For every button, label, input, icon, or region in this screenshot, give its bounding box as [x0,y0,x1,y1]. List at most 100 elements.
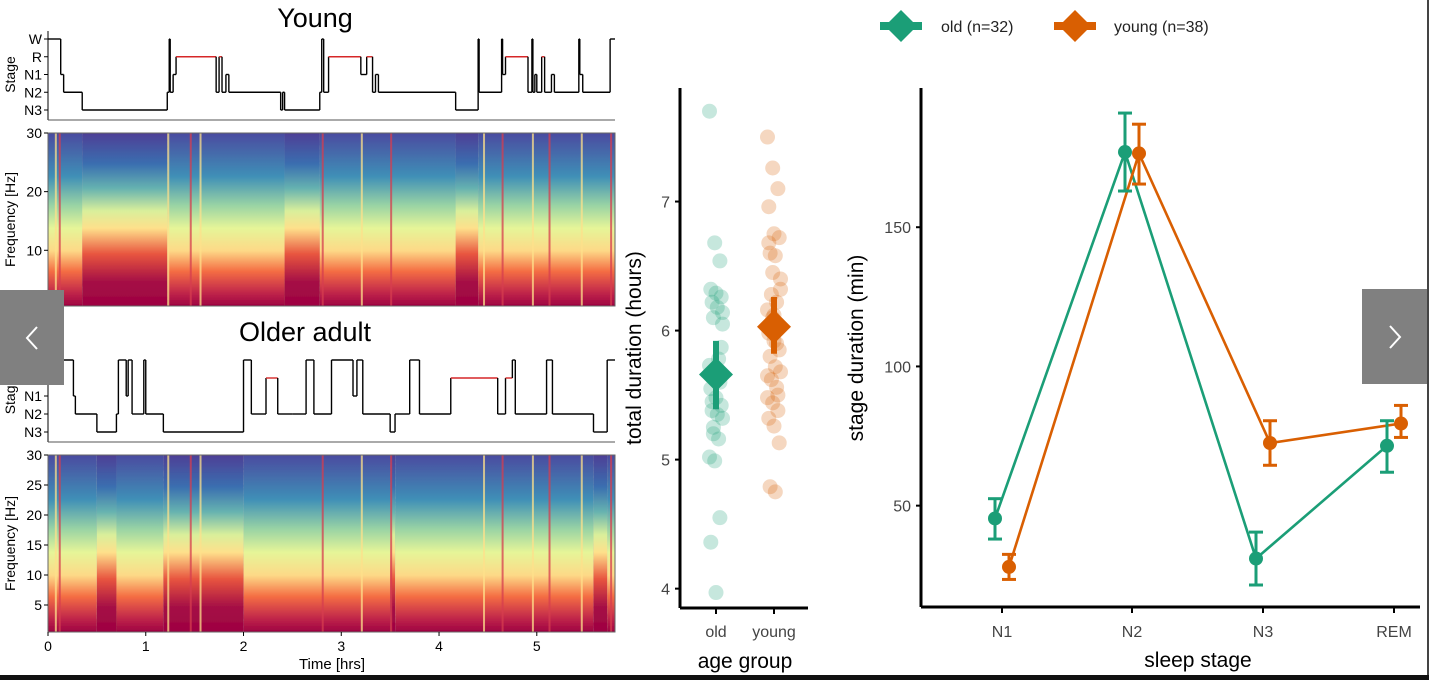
x-tick-label: N2 [1122,624,1143,641]
data-point-young [771,435,787,451]
data-point-young [761,235,777,251]
spectrogram-artifact-stripe [54,133,57,306]
data-point [1002,559,1016,574]
spectrogram-artifact-stripe [531,133,534,306]
data-point-young [765,265,781,281]
legend-key-diamond [885,10,917,42]
y-tick-label: 7 [661,195,670,212]
spectrogram-artifact-stripe [167,133,170,306]
x-tick-label: N3 [1253,624,1274,641]
data-point-young [765,160,781,176]
legend-label: old (n=32) [941,19,1014,36]
data-point-young [770,387,786,403]
spectrogram-artifact-stripe [580,133,583,306]
data-point-young [761,410,777,426]
data-point-old [709,406,725,422]
spectrogram-artifact-stripe [390,133,393,306]
data-point-young [763,372,779,388]
frame-border [1427,0,1429,680]
total-duration-chart: 4 5 6 7 old young age group total duration (hou… [623,88,808,673]
young-spectrogram: 10 20 30 Frequency [Hz] [2,125,616,307]
data-point-old [702,449,717,465]
data-point-old [712,510,728,526]
data-point-old [704,294,720,310]
data-point-young [760,129,775,145]
young-title: Young [277,3,353,33]
data-point-young [773,281,788,297]
time-tick-label: 4 [435,638,443,654]
data-point-old [703,534,719,550]
spectrogram-ylabel: Frequency [Hz] [2,496,18,591]
time-tick-label: 2 [240,638,248,654]
y-tick-label: 150 [884,220,911,237]
data-point-young [767,248,783,264]
spectrogram-image [48,455,615,632]
spectrogram-deep-sleep-band [593,455,608,632]
spectrogram-artifact-stripe [321,133,324,306]
y-axis-title: total duration (hours) [623,251,646,445]
spectrogram-tick-label: 30 [26,125,42,141]
data-point-young [762,245,778,261]
spectrogram-artifact-stripe [501,455,504,632]
previous-slide-button[interactable] [0,290,64,385]
spectrogram-artifact-stripe [199,455,202,632]
chevron-left-icon [25,325,38,350]
stage-duration-chart: 50 100 150 N1 N2 N3 REM sleep stage stage durati… [845,10,1420,672]
data-point-young [761,199,777,215]
chevron-right-icon [1389,324,1402,349]
data-point-old [713,289,729,305]
spectrogram-artifact-stripe [531,455,534,632]
spectrogram-tick-label: 30 [26,447,42,463]
data-point-young [767,484,783,500]
spectrogram-tick-label: 5 [34,597,42,613]
spectrogram-artifact-stripe [580,455,583,632]
spectrogram-artifact-stripe [548,133,551,306]
series-line-young [1007,149,1402,568]
next-slide-button[interactable] [1362,289,1428,384]
data-point-young [760,368,775,384]
spectrogram-artifact-stripe [390,455,393,632]
spectrogram-deep-sleep-band [96,455,117,632]
time-axis: 0 1 2 3 4 5 [44,632,541,654]
data-point [1132,146,1146,161]
spectrogram-artifact-stripe [360,133,363,306]
data-point-young [765,395,781,411]
spectrogram-frame [47,454,616,633]
data-point-old [703,281,719,297]
hypnogram-stage-label: W [29,31,43,47]
x-tick-label: N1 [992,624,1013,641]
spectrogram-artifact-stripe [501,133,504,306]
data-point [1118,145,1132,160]
data-point [1394,416,1408,431]
x-tick-label: young [752,624,796,641]
hypnogram-stage-label: N2 [24,84,42,100]
data-point-old [702,103,717,119]
spectrogram-tick-label: 25 [26,477,42,493]
time-tick-label: 5 [533,638,541,654]
data-point-young [771,230,787,246]
time-axis-label: Time [hrs] [299,656,365,673]
spectrogram-deep-sleep-band [455,133,479,306]
data-point-young [762,479,778,495]
spectrogram-artifact-stripe [58,455,61,632]
x-axis-title: age group [698,650,793,673]
data-point-old [715,410,730,426]
spectrogram-tick-label: 20 [26,184,42,200]
hypnogram-stage-label: R [32,49,42,65]
series-line-old [993,147,1388,561]
y-tick-label: 50 [893,499,911,516]
spectrogram-deep-sleep-band [284,133,320,306]
data-point-young [767,359,783,375]
data-point [1249,551,1263,566]
spectrogram-artifact-stripe [483,455,486,632]
data-point-old [707,235,723,251]
hypnogram-stage-label: N1 [24,388,42,404]
spectrogram-artifact-stripe [548,455,551,632]
legend-key-diamond [1059,10,1091,42]
time-tick-label: 0 [44,638,52,654]
